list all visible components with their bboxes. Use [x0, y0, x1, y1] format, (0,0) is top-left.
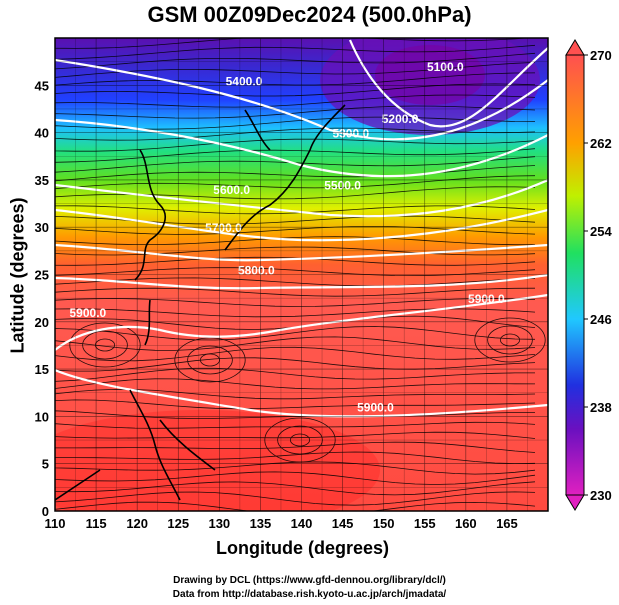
contour-label: 5200.0 [382, 112, 419, 126]
x-tick-label: 115 [86, 516, 107, 531]
contour-label: 5800.0 [238, 264, 275, 278]
x-tick-label: 120 [126, 516, 148, 531]
contour-label: 5700.0 [205, 221, 242, 235]
y-tick-label: 20 [35, 315, 49, 330]
x-tick-label: 150 [373, 516, 395, 531]
y-tick-label: 5 [42, 457, 49, 472]
y-tick-label: 0 [42, 504, 49, 519]
x-tick-label: 145 [332, 516, 354, 531]
colorbar-tick-label: 230 [590, 488, 612, 503]
x-tick-label: 125 [167, 516, 189, 531]
x-tick-label: 110 [45, 516, 66, 531]
x-axis-ticks: 110 115 120 125 130 135 140 145 150 155 160 165 [45, 516, 518, 531]
y-axis-ticks: 0 5 10 15 20 25 30 35 40 45 [35, 78, 49, 519]
chart-title: GSM 00Z09Dec2024 (500.0hPa) [147, 2, 472, 27]
colorbar-tick-label: 262 [590, 136, 612, 151]
grid-lines [55, 38, 548, 511]
contour-label: 5900.0 [70, 306, 107, 320]
colorbar: 230 238 246 254 262 270 [565, 39, 612, 511]
credit-data: Data from http://database.rish.kyoto-u.a… [172, 589, 447, 600]
y-tick-label: 10 [35, 409, 49, 424]
y-axis-label: Latitude (degrees) [7, 197, 28, 354]
x-tick-label: 155 [414, 516, 436, 531]
contour-label: 5100.0 [427, 60, 464, 74]
colorbar-tick-label: 270 [590, 48, 612, 63]
colorbar-tick-label: 254 [590, 224, 612, 239]
colorbar-tick-label: 238 [590, 400, 612, 415]
x-tick-label: 135 [250, 516, 272, 531]
wind-streamlines [55, 38, 546, 511]
y-tick-label: 25 [35, 268, 49, 283]
x-axis-label: Longitude (degrees) [215, 538, 389, 558]
x-tick-label: 165 [496, 516, 518, 531]
x-tick-label: 160 [455, 516, 477, 531]
x-tick-label: 140 [291, 516, 313, 531]
contour-label: 5900.0 [468, 292, 505, 306]
contour-label: 5600.0 [213, 183, 250, 197]
x-tick-label: 130 [208, 516, 230, 531]
contour-label: 5300.0 [332, 126, 369, 140]
y-tick-label: 40 [35, 126, 49, 141]
y-tick-label: 45 [35, 78, 49, 93]
plot-frame [54, 37, 549, 512]
y-tick-label: 35 [35, 173, 49, 188]
y-tick-label: 15 [35, 362, 49, 377]
y-tick-label: 30 [35, 220, 49, 235]
colorbar-tick-label: 246 [590, 312, 612, 327]
contour-label: 5400.0 [226, 74, 263, 88]
contour-label: 5900.0 [357, 401, 394, 415]
contour-labels: 5100.05200.05300.05400.05500.05600.05700… [70, 60, 506, 415]
credit-drawing: Drawing by DCL (https://www.gfd-dennou.o… [173, 575, 446, 586]
